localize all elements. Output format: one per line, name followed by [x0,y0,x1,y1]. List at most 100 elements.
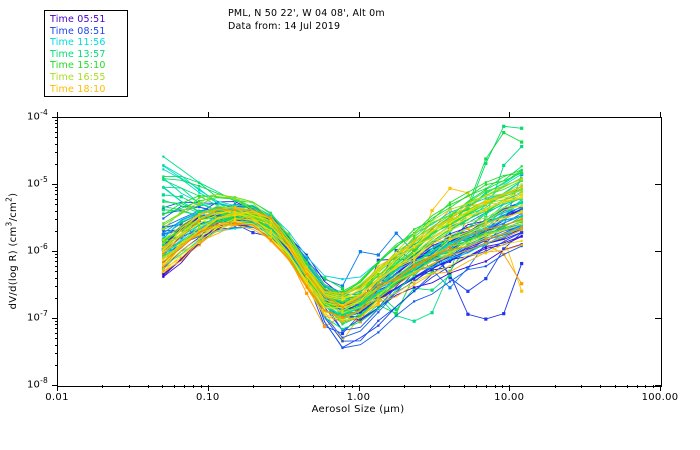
series-marker [198,226,201,229]
x-tick-minor-3-3 [581,385,583,388]
series-marker [341,290,344,293]
series-marker [520,282,524,286]
series-marker [520,234,523,237]
y-tick-label-1: 10-7 [26,309,48,324]
series-marker [305,271,308,274]
series-marker [448,237,452,240]
series-marker [448,211,452,214]
series-marker [448,251,452,254]
series-marker [484,209,487,212]
series-marker [394,308,398,312]
series-marker [376,253,380,257]
x-tick-minor-3-5 [614,385,616,388]
series-marker [198,240,201,243]
series-marker [448,201,452,204]
series-marker [233,202,237,206]
series-marker [377,262,380,265]
series-marker [269,219,272,222]
y-tick-minor-0-8 [55,324,58,326]
series-marker [161,193,165,197]
series-marker [520,215,523,218]
series-marker [520,239,523,242]
series-marker [341,300,344,303]
series-marker [341,320,344,323]
series-marker [198,201,201,204]
series-marker [162,248,165,251]
series-marker [198,234,201,237]
y-tick-minor-2-6 [55,198,58,200]
series-marker [413,240,416,243]
series-marker [484,260,487,263]
legend-item-2: Time 11:56 [50,37,127,49]
series-marker [520,219,523,222]
series-marker [341,298,344,302]
x-tick-minor-0-4 [147,385,149,388]
series-marker [377,298,380,301]
x-tick-minor-1-4 [298,385,300,388]
series-marker [394,311,398,316]
y-tick-minor-1-2 [55,297,58,299]
series-marker [520,126,524,130]
x-tick-minor-1-3 [279,385,281,388]
series-marker [520,176,523,179]
series-marker [377,293,380,296]
series-marker [341,323,344,326]
series-marker [198,237,201,240]
y-tick-minor-3-4 [55,143,58,145]
series-marker [484,247,487,250]
series-marker [448,255,452,258]
series-marker [413,265,416,268]
series-marker [520,222,523,225]
series-marker [413,261,416,264]
series-marker [484,235,487,238]
series-marker [377,307,380,310]
series-marker [394,231,398,235]
series-marker [269,238,272,241]
y-tick-minor-3-7 [55,127,58,129]
series-marker [233,214,237,217]
series-marker [448,215,452,219]
series-marker [520,183,523,186]
series-marker [520,244,523,248]
series-marker [341,307,344,310]
series-marker [413,272,416,275]
y-tick-minor-2-4 [55,210,58,212]
series-marker [484,207,487,210]
series-marker [198,220,201,223]
series-marker [484,236,487,239]
series-marker [197,243,201,247]
series-marker [448,232,452,235]
x-tick-minor-0-3 [128,385,130,388]
series-marker [448,203,452,206]
series-marker [377,288,380,291]
series-marker [305,253,308,256]
series-marker [448,254,452,257]
series-marker [341,336,344,339]
series-marker [376,258,380,262]
x-tick-minor-3-4 [600,385,601,388]
series-marker [520,243,523,247]
series-marker [412,319,416,323]
y-tick-major-4 [52,117,58,118]
series-marker [162,155,165,158]
series-marker [413,253,416,256]
y-tick-minor-0-9 [55,321,58,323]
series-marker [484,202,487,206]
series-marker [198,209,201,213]
series-marker [341,313,344,317]
y-tick-minor-0-5 [55,338,58,340]
series-marker [466,289,470,293]
series-marker [341,297,344,300]
series-marker [198,223,201,226]
series-marker [269,224,272,228]
x-tick-minor-1-6 [325,385,327,388]
series-marker [162,222,165,225]
series-marker [448,280,452,283]
y-tick-major-1 [52,318,58,319]
x-tick-minor-2-7 [485,385,487,388]
series-marker [484,216,487,219]
y-tick-label-0: 10-8 [26,376,48,391]
series-marker [305,286,308,289]
series-marker [520,189,523,192]
series-marker [340,286,345,291]
